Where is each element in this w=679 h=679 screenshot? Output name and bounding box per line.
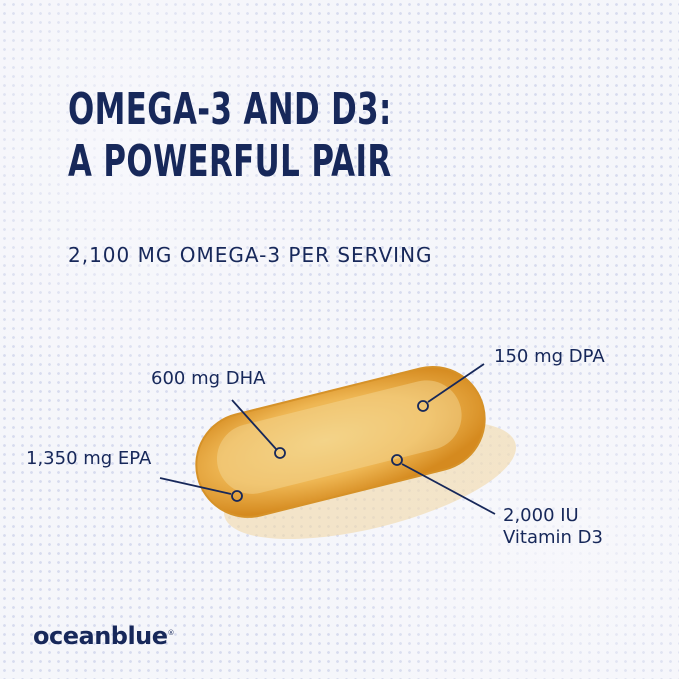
registered-mark: ® bbox=[167, 629, 175, 637]
dpa-leader-line bbox=[427, 363, 485, 403]
d3-label-amount: 2,000 IU bbox=[503, 505, 579, 526]
dpa-marker bbox=[417, 400, 429, 412]
epa-leader-line bbox=[159, 477, 232, 495]
subheadline: 2,100 MG OMEGA-3 PER SERVING bbox=[68, 243, 433, 267]
capsule bbox=[195, 365, 486, 518]
dha-marker bbox=[274, 447, 286, 459]
headline-line-1: OMEGA-3 AND D3: bbox=[68, 84, 392, 135]
headline-line-2: A POWERFUL PAIR bbox=[68, 136, 392, 187]
d3-label-name: Vitamin D3 bbox=[503, 527, 603, 548]
headline: OMEGA-3 AND D3: A POWERFUL PAIR bbox=[68, 84, 392, 188]
epa-label: 1,350 mg EPA bbox=[26, 448, 152, 469]
d3-marker bbox=[391, 454, 403, 466]
epa-marker bbox=[231, 490, 243, 502]
d3-leader-line bbox=[401, 463, 496, 515]
brand-logo: oceanblue® bbox=[33, 622, 175, 650]
brand-name: oceanblue bbox=[33, 622, 168, 650]
dpa-label: 150 mg DPA bbox=[494, 346, 605, 367]
d3-label: 2,000 IU Vitamin D3 bbox=[503, 505, 603, 549]
dha-label: 600 mg DHA bbox=[151, 368, 266, 389]
dha-leader-line bbox=[231, 399, 277, 450]
